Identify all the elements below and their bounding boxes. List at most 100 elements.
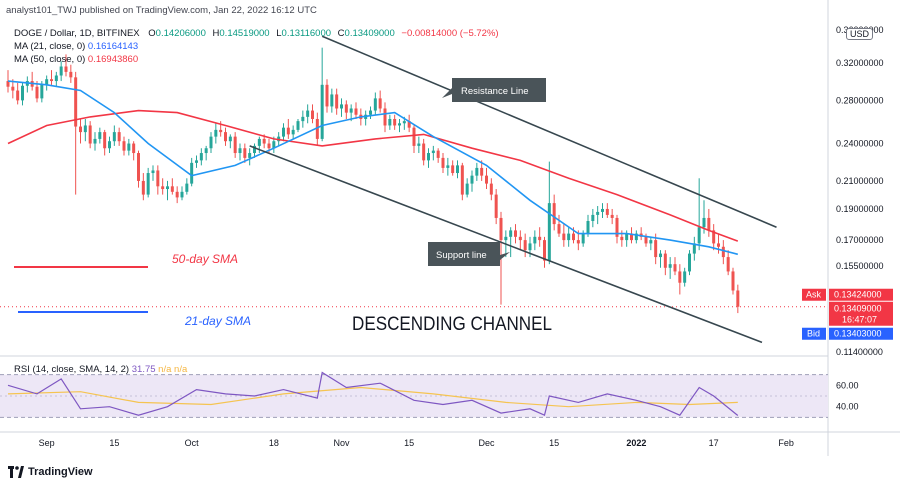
candle-body — [199, 153, 203, 161]
candle-body — [721, 246, 725, 258]
candle-body — [282, 127, 285, 137]
rsi-value: 31.75 — [131, 364, 156, 375]
candle-body — [523, 240, 527, 251]
candle-body — [615, 217, 619, 237]
candle-body — [736, 290, 740, 307]
candle-body — [663, 253, 667, 268]
ma21-value: 0.16164143 — [87, 41, 139, 52]
candle-body — [88, 125, 92, 144]
candle-body — [354, 108, 358, 115]
time-axis-label: Nov — [333, 438, 350, 448]
candle-body — [64, 66, 68, 72]
candle-body — [209, 136, 213, 149]
candle-body — [451, 165, 455, 174]
candle-body — [11, 86, 15, 91]
candle-body — [378, 98, 382, 109]
candle-body — [248, 153, 252, 158]
candle-body — [412, 127, 416, 146]
support-callout-label: Support line — [436, 250, 487, 261]
candle-body — [485, 175, 488, 184]
candle-body — [398, 123, 401, 126]
candle-body — [185, 183, 189, 192]
candle-body — [335, 94, 339, 109]
candle-body — [446, 165, 450, 168]
candles-layer — [6, 47, 740, 314]
close-value: 0.13409000 — [344, 28, 395, 39]
high-label: H — [212, 28, 220, 39]
low-label: L — [276, 28, 282, 39]
price-axis-label: 0.11400000 — [836, 347, 883, 357]
time-axis-label: Feb — [778, 438, 794, 448]
candle-body — [634, 233, 638, 241]
candle-body — [50, 79, 53, 82]
candle-body — [533, 236, 537, 244]
time-axis-label: 15 — [404, 438, 414, 448]
candle-body — [610, 214, 614, 218]
candle-body — [659, 253, 662, 258]
candle-body — [6, 81, 10, 87]
candle-body — [654, 240, 658, 258]
time-axis-label: 2022 — [626, 438, 646, 448]
candle-body — [692, 243, 696, 254]
candle-body — [69, 71, 73, 78]
candle-body — [214, 129, 218, 137]
candle-body — [40, 84, 44, 99]
rsi-axis-label: 60.00 — [836, 380, 859, 390]
last-price-box — [829, 301, 893, 326]
candle-body — [257, 138, 261, 146]
candle-body — [673, 264, 677, 272]
ma50-label: MA (50, close, 0) — [14, 54, 86, 65]
rsi-line — [7, 371, 739, 417]
candle-body — [518, 236, 522, 241]
time-axis-label: 15 — [109, 438, 119, 448]
resistance-callout[interactable]: Resistance Line — [442, 78, 546, 102]
ma50-line — [7, 109, 739, 242]
support-callout[interactable]: Support line — [428, 242, 510, 266]
rsi-axis[interactable]: 60.00 40.00 — [836, 380, 859, 411]
symbol-legend[interactable]: DOGE / Dollar, 1D, BITFINEX O0.14206000 … — [14, 27, 499, 40]
price-axis-label: 0.17000000 — [836, 235, 884, 245]
ask-value-box — [829, 288, 893, 301]
candle-body — [175, 191, 179, 198]
candle-body — [315, 118, 319, 139]
currency-badge[interactable]: USD — [846, 28, 874, 40]
candle-body — [243, 148, 247, 158]
rsi-legend[interactable]: RSI (14, close, SMA, 14, 2) 31.75 n/a n/… — [14, 363, 187, 376]
resistance-trendline[interactable] — [321, 35, 777, 228]
last-price-value: 0.13409000 — [834, 304, 882, 314]
ma21-legend[interactable]: MA (21, close, 0) 0.16164143 — [14, 40, 138, 53]
candle-body — [499, 217, 503, 241]
support-callout-box — [428, 242, 510, 266]
candle-body — [489, 183, 493, 195]
symbol-name: DOGE / Dollar, 1D, BITFINEX — [14, 28, 140, 39]
candle-body — [112, 132, 116, 142]
candle-body — [122, 141, 126, 151]
candle-body — [436, 150, 440, 158]
ma21-label: MA (21, close, 0) — [14, 41, 86, 52]
time-axis-label: Oct — [185, 438, 200, 448]
candle-body — [156, 170, 160, 187]
candle-body — [678, 271, 682, 283]
candle-body — [74, 77, 78, 127]
support-trendline[interactable] — [249, 145, 763, 344]
candle-body — [567, 233, 571, 241]
tradingview-logo-icon — [8, 466, 24, 478]
candle-body — [475, 167, 479, 176]
rsi-sma-value: n/a — [158, 364, 172, 375]
candle-body — [591, 214, 595, 222]
tradingview-brand[interactable]: TradingView — [8, 466, 93, 478]
low-value: 0.13116000 — [281, 28, 332, 39]
time-axis[interactable]: Sep 15 Oct 18 Nov 15 Dec 15 2022 17 Feb — [39, 438, 794, 448]
ma50-legend[interactable]: MA (50, close, 0) 0.16943860 — [14, 53, 138, 66]
candle-body — [296, 121, 300, 130]
candle-body — [344, 104, 348, 113]
candle-body — [146, 173, 150, 195]
time-axis-label: 17 — [709, 438, 719, 448]
candle-body — [141, 180, 145, 195]
candle-body — [402, 121, 406, 124]
candle-body — [576, 240, 580, 244]
candle-body — [731, 271, 735, 291]
sma50-legend-label: 50-day SMA — [172, 252, 238, 266]
candle-body — [465, 183, 469, 195]
